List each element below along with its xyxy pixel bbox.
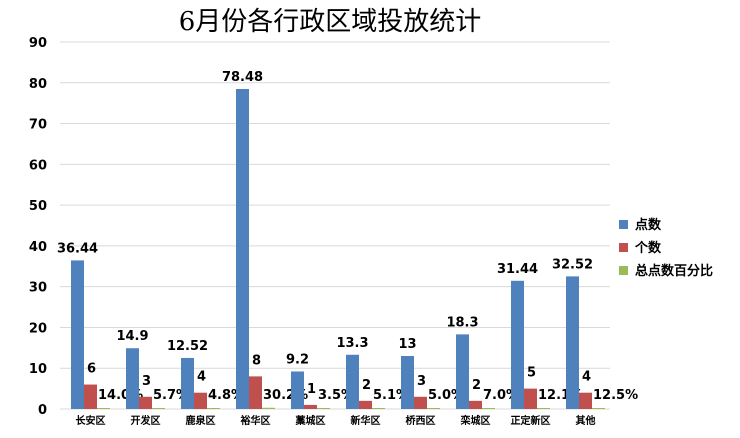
x-tick-label: 藁城区 xyxy=(295,414,326,427)
x-tick-label: 正定新区 xyxy=(511,414,551,427)
category-group: 18.3 27.0% xyxy=(446,315,519,409)
grid-lines xyxy=(60,41,610,410)
bar-points xyxy=(456,334,469,409)
bar-points xyxy=(181,357,194,409)
data-label: 4.8% xyxy=(208,388,244,403)
data-label: 78.48 xyxy=(222,70,263,85)
bar-points xyxy=(566,276,579,409)
y-tick-label: 70 xyxy=(29,118,47,133)
bars: 36.44614.0%14.935.7%12.5244.8%78.48830.2… xyxy=(57,70,638,409)
bar-count xyxy=(194,392,207,409)
x-tick-label: 栾城区 xyxy=(460,414,491,427)
bar-points xyxy=(346,354,359,409)
bar-count xyxy=(579,392,592,409)
data-label: 13.3 xyxy=(336,336,368,351)
category-group: 13 35.0% xyxy=(398,337,464,409)
data-label: 32.52 xyxy=(552,257,593,272)
y-tick-label: 10 xyxy=(29,362,47,377)
x-tick-label: 新华区 xyxy=(351,414,381,427)
bar-count xyxy=(524,388,537,409)
data-label: 36.44 xyxy=(57,241,98,256)
x-tick-label: 裕华区 xyxy=(240,414,271,427)
data-label: 4 xyxy=(197,370,206,385)
bar-count xyxy=(359,400,372,409)
data-label: 8 xyxy=(252,353,261,368)
x-tick-label: 长安区 xyxy=(76,414,106,427)
bar-percent xyxy=(262,407,275,409)
y-tick-label: 90 xyxy=(29,36,47,51)
category-group: 13.3 25.1% xyxy=(336,336,409,409)
y-tick-label: 40 xyxy=(29,240,47,255)
data-label: 14.9 xyxy=(116,329,148,344)
x-tick-label: 桥西区 xyxy=(406,414,436,427)
data-label: 5.0% xyxy=(428,388,464,403)
data-label: 4 xyxy=(582,370,591,385)
category-group: 14.9 35.7% xyxy=(116,329,189,409)
legend-label: 总点数百分比 xyxy=(635,263,713,279)
bar-count xyxy=(249,376,262,409)
category-group: 32.52 412.5% xyxy=(552,257,638,409)
bar-points xyxy=(401,355,414,409)
bar-percent xyxy=(592,408,605,409)
bar-points xyxy=(511,280,524,409)
bar-percent xyxy=(427,408,440,409)
bar-count xyxy=(469,400,482,409)
category-group: 12.52 44.8% xyxy=(167,339,244,409)
bar-points xyxy=(291,371,304,409)
y-tick-label: 0 xyxy=(38,403,47,418)
bar-percent xyxy=(482,408,495,409)
x-tick-label: 其他 xyxy=(576,414,596,427)
data-label: 13 xyxy=(398,337,416,352)
data-label: 12.52 xyxy=(167,339,208,354)
bar-percent xyxy=(317,408,330,409)
x-tick-label: 鹿泉区 xyxy=(186,414,216,427)
bar-count xyxy=(139,396,152,409)
bar-count xyxy=(84,384,97,409)
data-label: 9.2 xyxy=(286,352,309,367)
y-tick-label: 80 xyxy=(29,77,47,92)
legend-label: 点数 xyxy=(635,217,662,233)
data-label: 31.44 xyxy=(497,262,538,277)
bar-count xyxy=(304,404,317,409)
category-group: 9.2 1 3.5% xyxy=(286,352,354,409)
bar-percent xyxy=(372,408,385,409)
data-label: 5.1% xyxy=(373,388,409,403)
legend-swatch xyxy=(619,243,628,252)
data-label: 6 xyxy=(87,362,96,377)
bar-points xyxy=(236,88,249,409)
y-axis-ticks: 0 10 20 30 40 50 60 70 80 90 xyxy=(29,36,47,418)
legend-swatch xyxy=(619,220,628,229)
data-label: 5.7% xyxy=(153,388,189,403)
chart-title: 6月份各行政区域投放统计 xyxy=(179,7,482,37)
bar-percent xyxy=(97,408,110,409)
y-tick-label: 60 xyxy=(29,158,47,173)
bar-points xyxy=(71,260,84,409)
y-tick-label: 50 xyxy=(29,199,47,214)
x-axis-labels: 长安区 开发区 鹿泉区 裕华区 藁城区 新华区 桥西区 栾城区 正定新区 其他 xyxy=(76,414,596,427)
data-label: 3 xyxy=(417,374,426,389)
bar-count xyxy=(414,396,427,409)
y-tick-label: 20 xyxy=(29,321,47,336)
data-label: 1 xyxy=(307,382,316,397)
bar-percent xyxy=(152,408,165,409)
data-label: 12.5% xyxy=(593,388,638,403)
bar-points xyxy=(126,348,139,409)
data-label: 2 xyxy=(472,378,481,393)
x-tick-label: 开发区 xyxy=(131,414,161,427)
data-label: 2 xyxy=(362,378,371,393)
data-label: 3 xyxy=(142,374,151,389)
data-label: 3.5% xyxy=(318,388,354,403)
data-label: 7.0% xyxy=(483,388,519,403)
data-label: 5 xyxy=(527,366,536,381)
y-tick-label: 30 xyxy=(29,281,47,296)
bar-percent xyxy=(537,408,550,409)
bar-percent xyxy=(207,408,220,409)
data-label: 18.3 xyxy=(446,315,478,330)
legend-swatch xyxy=(619,266,628,275)
legend-label: 个数 xyxy=(634,240,662,256)
